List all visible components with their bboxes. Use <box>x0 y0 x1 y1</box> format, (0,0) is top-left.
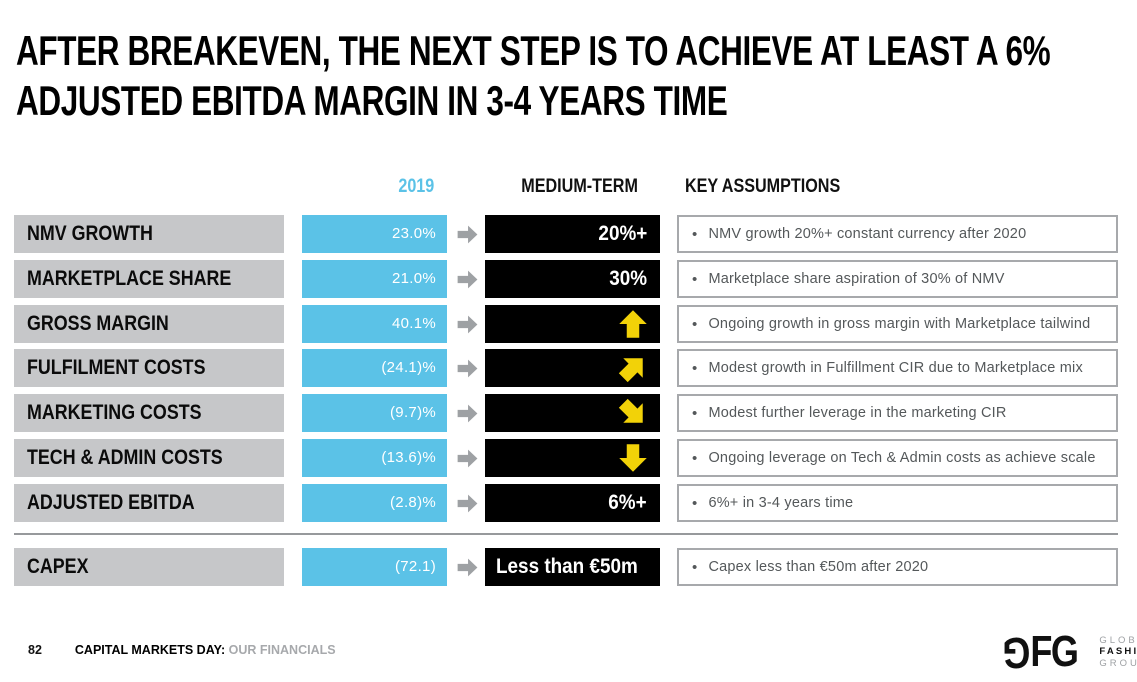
assumption-box: • Ongoing leverage on Tech & Admin costs … <box>677 439 1118 477</box>
value-2019-box: (9.7)% <box>302 394 447 432</box>
value-2019-box: (13.6)% <box>302 439 447 477</box>
value-2019-box: 40.1% <box>302 305 447 343</box>
slide-title: AFTER BREAKEVEN, THE NEXT STEP IS TO ACH… <box>16 26 1051 126</box>
arrow-right-icon <box>450 260 484 298</box>
page-number: 82 <box>28 643 42 657</box>
assumption-text: NMV growth 20%+ constant currency after … <box>708 226 1027 242</box>
metric-label: CAPEX <box>14 548 284 586</box>
assumption-box: • Modest growth in Fulfillment CIR due to… <box>677 349 1118 387</box>
footer-event-label: CAPITAL MARKETS DAY: <box>74 643 226 657</box>
bullet-icon: • <box>692 494 698 512</box>
assumption-text: Modest growth in Fulfillment CIR due to … <box>708 360 1083 376</box>
table-row: ADJUSTED EBITDA (2.8)% 6%+ • 6%+ in 3-4 y… <box>0 484 1137 522</box>
value-2019-box: (2.8)% <box>302 484 447 522</box>
footer-section-label: OUR FINANCIALS <box>228 643 336 657</box>
footer: 82 CAPITAL MARKETS DAY: OUR FINANCIALS <box>28 643 336 657</box>
medium-term-target: 6%+ <box>485 484 660 522</box>
assumption-box: • Marketplace share aspiration of 30% of … <box>677 260 1118 298</box>
assumption-text: Ongoing growth in gross margin with Mark… <box>708 316 1091 332</box>
table-row: GROSS MARGIN 40.1% • Ongoing growth in gr… <box>0 305 1137 343</box>
assumption-box: • 6%+ in 3-4 years time <box>677 484 1118 522</box>
value-2019-box: 23.0% <box>302 215 447 253</box>
arrow-right-icon <box>450 484 484 522</box>
arrow-right-icon <box>450 305 484 343</box>
column-header-medium-term: MEDIUM-TERM <box>521 176 638 197</box>
metric-label: FULFILMENT COSTS <box>14 349 284 387</box>
metric-label: TECH & ADMIN COSTS <box>14 439 284 477</box>
arrow-down-right-icon <box>618 398 648 441</box>
assumption-box: • Modest further leverage in the marketin… <box>677 394 1118 432</box>
bullet-icon: • <box>692 270 698 288</box>
table-row-capex: CAPEX (72.1) Less than €50m • Capex less … <box>0 548 1137 586</box>
arrow-up-right-icon <box>618 353 648 396</box>
bullet-icon: • <box>692 225 698 243</box>
table-row: MARKETING COSTS (9.7)% • Modest further l… <box>0 394 1137 432</box>
gfg-logo: GFG GLOBAL FASHION GROUP <box>1004 627 1137 677</box>
column-header-key-assumptions: KEY ASSUMPTIONS <box>685 176 841 197</box>
table-row: TECH & ADMIN COSTS (13.6)% • Ongoing leve… <box>0 439 1137 477</box>
metric-label: GROSS MARGIN <box>14 305 284 343</box>
bullet-icon: • <box>692 558 698 576</box>
logo-line-global: GLOBAL <box>1099 634 1137 646</box>
arrow-up-icon <box>618 309 648 352</box>
slide-title-line1: AFTER BREAKEVEN, THE NEXT STEP IS TO ACH… <box>16 27 1051 74</box>
gfg-wordmark: GLOBAL FASHION GROUP <box>1099 635 1137 670</box>
assumption-text: Modest further leverage in the marketing… <box>708 405 1007 421</box>
assumption-box: • Ongoing growth in gross margin with Mar… <box>677 305 1118 343</box>
medium-term-target <box>485 439 660 477</box>
metric-label: MARKETING COSTS <box>14 394 284 432</box>
assumption-box: • Capex less than €50m after 2020 <box>677 548 1118 586</box>
medium-term-target <box>485 305 660 343</box>
arrow-right-icon <box>450 548 484 586</box>
section-divider <box>14 533 1118 535</box>
gfg-monogram: GFG <box>1004 627 1079 677</box>
bullet-icon: • <box>692 404 698 422</box>
value-2019-box: 21.0% <box>302 260 447 298</box>
arrow-down-icon <box>618 443 648 486</box>
arrow-right-icon <box>450 215 484 253</box>
table-row: FULFILMENT COSTS (24.1)% • Modest growth … <box>0 349 1137 387</box>
metric-label: ADJUSTED EBITDA <box>14 484 284 522</box>
metric-label: MARKETPLACE SHARE <box>14 260 284 298</box>
table-row: NMV GROWTH 23.0% 20%+ • NMV growth 20%+ c… <box>0 215 1137 253</box>
medium-term-target <box>485 349 660 387</box>
arrow-right-icon <box>450 439 484 477</box>
logo-line-group: GROUP <box>1099 657 1137 669</box>
arrow-right-icon <box>450 394 484 432</box>
value-2019-box: (24.1)% <box>302 349 447 387</box>
assumption-text: Ongoing leverage on Tech & Admin costs a… <box>708 450 1096 466</box>
arrow-right-icon <box>450 349 484 387</box>
assumption-text: 6%+ in 3-4 years time <box>708 495 854 511</box>
medium-term-target: 20%+ <box>485 215 660 253</box>
medium-term-target: 30% <box>485 260 660 298</box>
bullet-icon: • <box>692 449 698 467</box>
assumption-text: Capex less than €50m after 2020 <box>708 559 929 575</box>
medium-term-target: Less than €50m <box>485 548 660 586</box>
medium-term-target <box>485 394 660 432</box>
table-row: MARKETPLACE SHARE 21.0% 30% • Marketplace… <box>0 260 1137 298</box>
assumption-text: Marketplace share aspiration of 30% of N… <box>708 271 1005 287</box>
metric-label: NMV GROWTH <box>14 215 284 253</box>
column-header-2019: 2019 <box>398 176 434 197</box>
assumption-box: • NMV growth 20%+ constant currency after… <box>677 215 1118 253</box>
bullet-icon: • <box>692 359 698 377</box>
bullet-icon: • <box>692 315 698 333</box>
value-2019-box: (72.1) <box>302 548 447 586</box>
logo-line-fashion: FASHION <box>1099 646 1137 658</box>
slide-title-line2: ADJUSTED EBITDA MARGIN IN 3-4 YEARS TIME <box>16 77 728 124</box>
